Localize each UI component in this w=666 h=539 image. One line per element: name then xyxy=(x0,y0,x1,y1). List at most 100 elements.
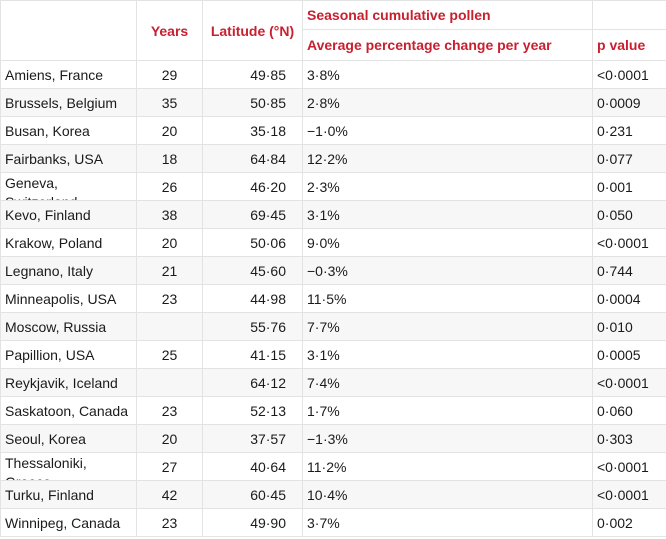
p-value-cell: 0·077 xyxy=(592,144,666,173)
city-cell: Winnipeg, Canada xyxy=(0,508,137,537)
pct-change-cell: 1·7% xyxy=(302,396,593,425)
pct-change-cell: 10·4% xyxy=(302,480,593,509)
pct-change-cell: 11·2% xyxy=(302,452,593,481)
pct-change-cell: 12·2% xyxy=(302,144,593,173)
header-pct-change: Average percentage change per year xyxy=(302,29,593,61)
latitude-cell: 37·57 xyxy=(202,424,303,453)
years-cell: 27 xyxy=(136,452,203,481)
pct-change-cell: 3·7% xyxy=(302,508,593,537)
p-value-cell: 0·050 xyxy=(592,200,666,229)
header-row-bottom: Average percentage change per year p val… xyxy=(1,29,666,61)
table-row: Minneapolis, USA 23 44·98 11·5% 0·0004 xyxy=(0,284,666,313)
city-cell: Seoul, Korea xyxy=(0,424,137,453)
p-value-cell: 0·231 xyxy=(592,116,666,145)
city-cell: Turku, Finland xyxy=(0,480,137,509)
latitude-cell: 46·20 xyxy=(202,172,303,201)
p-value-cell: 0·010 xyxy=(592,312,666,341)
latitude-cell: 50·85 xyxy=(202,88,303,117)
table-row: Reykjavik, Iceland 64·12 7·4% <0·0001 xyxy=(0,368,666,397)
years-cell: 20 xyxy=(136,228,203,257)
city-cell: Kevo, Finland xyxy=(0,200,137,229)
pct-change-cell: 11·5% xyxy=(302,284,593,313)
table-body: Amiens, France 29 49·85 3·8% <0·0001 Brussels… xyxy=(0,60,666,537)
years-cell: 26 xyxy=(136,172,203,201)
latitude-cell: 40·64 xyxy=(202,452,303,481)
city-cell: Fairbanks, USA xyxy=(0,144,137,173)
city-cell: Minneapolis, USA xyxy=(0,284,137,313)
p-value-cell: 0·001 xyxy=(592,172,666,201)
city-cell: Legnano, Italy xyxy=(0,256,137,285)
header-group-pollen: Seasonal cumulative pollen xyxy=(302,0,593,30)
header-latitude: Latitude (°N) xyxy=(202,0,303,61)
pct-change-cell: 9·0% xyxy=(302,228,593,257)
pct-change-cell: 2·8% xyxy=(302,88,593,117)
city-cell: Moscow, Russia xyxy=(0,312,137,341)
city-cell: Amiens, France xyxy=(0,60,137,89)
p-value-cell: <0·0001 xyxy=(592,228,666,257)
pct-change-cell: −1·0% xyxy=(302,116,593,145)
years-cell: 20 xyxy=(136,116,203,145)
latitude-cell: 44·98 xyxy=(202,284,303,313)
table-row: Kevo, Finland 38 69·45 3·1% 0·050 xyxy=(0,200,666,229)
header-row-top: Years Latitude (°N) Seasonal cumulative … xyxy=(0,0,666,61)
years-cell xyxy=(136,312,203,341)
table-row: Amiens, France 29 49·85 3·8% <0·0001 xyxy=(0,60,666,89)
years-cell xyxy=(136,368,203,397)
header-city xyxy=(0,0,137,61)
pct-change-cell: −1·3% xyxy=(302,424,593,453)
table-header: Years Latitude (°N) Seasonal cumulative … xyxy=(0,0,666,61)
table-row: Winnipeg, Canada 23 49·90 3·7% 0·002 xyxy=(0,508,666,537)
pct-change-cell: −0·3% xyxy=(302,256,593,285)
years-cell: 42 xyxy=(136,480,203,509)
p-value-cell: 0·744 xyxy=(592,256,666,285)
latitude-cell: 49·90 xyxy=(202,508,303,537)
years-cell: 38 xyxy=(136,200,203,229)
city-cell: Saskatoon, Canada xyxy=(0,396,137,425)
p-value-cell: <0·0001 xyxy=(592,480,666,509)
latitude-cell: 64·84 xyxy=(202,144,303,173)
table-row: Saskatoon, Canada 23 52·13 1·7% 0·060 xyxy=(0,396,666,425)
latitude-cell: 41·15 xyxy=(202,340,303,369)
p-value-cell: <0·0001 xyxy=(592,368,666,397)
pct-change-cell: 7·4% xyxy=(302,368,593,397)
latitude-cell: 60·45 xyxy=(202,480,303,509)
p-value-cell: 0·0004 xyxy=(592,284,666,313)
p-value-cell: 0·0009 xyxy=(592,88,666,117)
pct-change-cell: 7·7% xyxy=(302,312,593,341)
table-row: Fairbanks, USA 18 64·84 12·2% 0·077 xyxy=(0,144,666,173)
pct-change-cell: 3·1% xyxy=(302,340,593,369)
header-p-value: p value xyxy=(592,29,666,61)
pct-change-cell: 3·1% xyxy=(302,200,593,229)
years-cell: 18 xyxy=(136,144,203,173)
latitude-cell: 69·45 xyxy=(202,200,303,229)
p-value-cell: 0·0005 xyxy=(592,340,666,369)
table-row: Turku, Finland 42 60·45 10·4% <0·0001 xyxy=(0,480,666,509)
years-cell: 23 xyxy=(136,396,203,425)
table-row: Seoul, Korea 20 37·57 −1·3% 0·303 xyxy=(0,424,666,453)
years-cell: 23 xyxy=(136,508,203,537)
latitude-cell: 35·18 xyxy=(202,116,303,145)
header-years: Years xyxy=(136,0,203,61)
years-cell: 20 xyxy=(136,424,203,453)
years-cell: 35 xyxy=(136,88,203,117)
city-cell: Krakow, Poland xyxy=(0,228,137,257)
p-value-cell: 0·060 xyxy=(592,396,666,425)
latitude-cell: 45·60 xyxy=(202,256,303,285)
city-cell: Reykjavik, Iceland xyxy=(0,368,137,397)
table-row: Papillion, USA 25 41·15 3·1% 0·0005 xyxy=(0,340,666,369)
city-label: Thessaloniki, Greece xyxy=(5,455,87,480)
latitude-cell: 50·06 xyxy=(202,228,303,257)
city-label: Geneva, Switzerland xyxy=(5,175,77,200)
table-row: Busan, Korea 20 35·18 −1·0% 0·231 xyxy=(0,116,666,145)
latitude-cell: 52·13 xyxy=(202,396,303,425)
header-group-spacer xyxy=(592,0,666,30)
city-cell: Thessaloniki, Greece xyxy=(0,452,137,481)
years-cell: 21 xyxy=(136,256,203,285)
p-value-cell: <0·0001 xyxy=(592,452,666,481)
pct-change-cell: 3·8% xyxy=(302,60,593,89)
pct-change-cell: 2·3% xyxy=(302,172,593,201)
table-row: Moscow, Russia 55·76 7·7% 0·010 xyxy=(0,312,666,341)
city-cell: Geneva, Switzerland xyxy=(0,172,137,201)
